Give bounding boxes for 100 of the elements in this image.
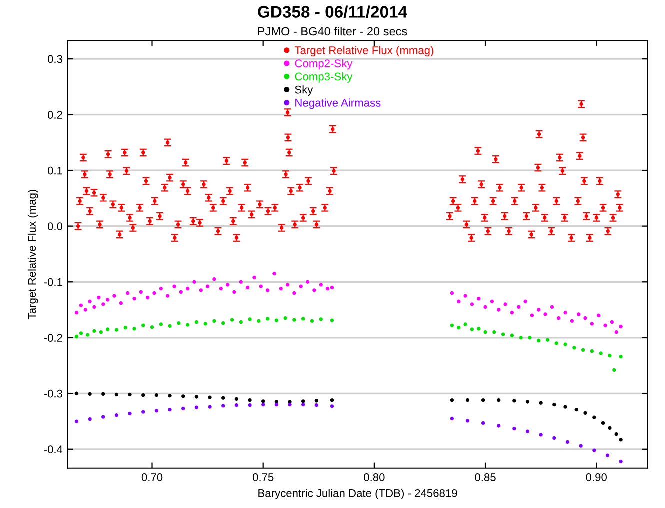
point [292,318,296,322]
point [208,405,212,409]
point [208,396,212,400]
x-tick-label: 0.80 [364,474,385,482]
point [79,332,83,336]
point [539,401,543,405]
point [614,432,618,436]
point [74,420,79,424]
legend-label: Target Relative Flux (mmag) [294,46,434,57]
point [234,397,239,402]
point [492,330,496,334]
point [88,417,92,422]
point [554,342,558,346]
point [537,338,541,343]
point [142,410,146,414]
point [314,404,319,408]
chart-subtitle: PJMO - BG40 filter - 20 secs [258,27,408,36]
point [284,316,288,320]
point [528,336,532,340]
point [150,325,154,330]
point [526,430,530,434]
point [539,433,543,437]
point [619,438,623,442]
point [526,400,530,404]
point [194,320,199,324]
y-tick-label: 0.0 [48,222,63,230]
point [612,368,616,372]
point [114,392,119,397]
point [510,334,514,338]
point [619,355,623,359]
point [86,333,90,337]
point [186,323,190,327]
point [168,394,172,398]
point [302,400,306,404]
point [481,398,486,402]
legend-label: Comp3-Sky [295,72,353,83]
y-axis-title: Target Relative Flux (mag) [28,190,38,320]
point [262,400,266,404]
point [310,319,314,323]
point [168,408,172,412]
point [194,406,199,410]
point [177,322,181,326]
x-tick-label: 0.75 [252,474,274,482]
y-tick-label: 0.3 [48,55,62,64]
point [222,404,226,408]
point [142,393,146,398]
point [608,354,612,358]
point [106,328,110,332]
point [512,426,516,431]
point [194,395,199,399]
point [182,394,186,398]
point [99,330,103,334]
point [74,392,79,396]
point [128,412,132,416]
point [222,322,226,326]
point [481,421,486,426]
point [154,393,159,398]
point [74,334,79,339]
point [606,454,610,458]
point [457,326,461,330]
point [572,346,576,350]
point [168,324,172,328]
point [88,392,92,396]
point [501,332,506,336]
point [248,404,252,408]
point [257,319,261,323]
x-tick-label: 0.70 [142,474,163,482]
point [566,440,570,444]
point [114,328,119,332]
point [302,402,306,407]
point [154,409,159,413]
point [592,448,596,452]
x-axis-title: Barycentric Julian Date (TDB) - 2456819 [258,489,458,500]
point [599,352,603,356]
point [608,426,612,430]
point [574,408,578,412]
point [330,318,334,322]
point [484,330,488,334]
point [497,424,501,428]
point [464,322,468,326]
point [128,392,132,397]
point [274,402,279,407]
point [212,319,216,323]
point [581,348,586,352]
legend-label: Sky [295,86,314,96]
point [222,396,226,400]
point [302,317,306,321]
point [552,402,556,407]
x-tick-label: 0.85 [475,474,496,482]
point [132,327,136,331]
point [466,419,470,423]
y-tick-label: 0.1 [48,166,62,175]
point [584,411,588,416]
point [159,322,163,326]
point [601,421,606,426]
point [450,324,454,328]
point [248,398,252,402]
point [330,398,334,402]
legend-label: Comp2-Sky [295,59,353,70]
point [590,349,594,354]
